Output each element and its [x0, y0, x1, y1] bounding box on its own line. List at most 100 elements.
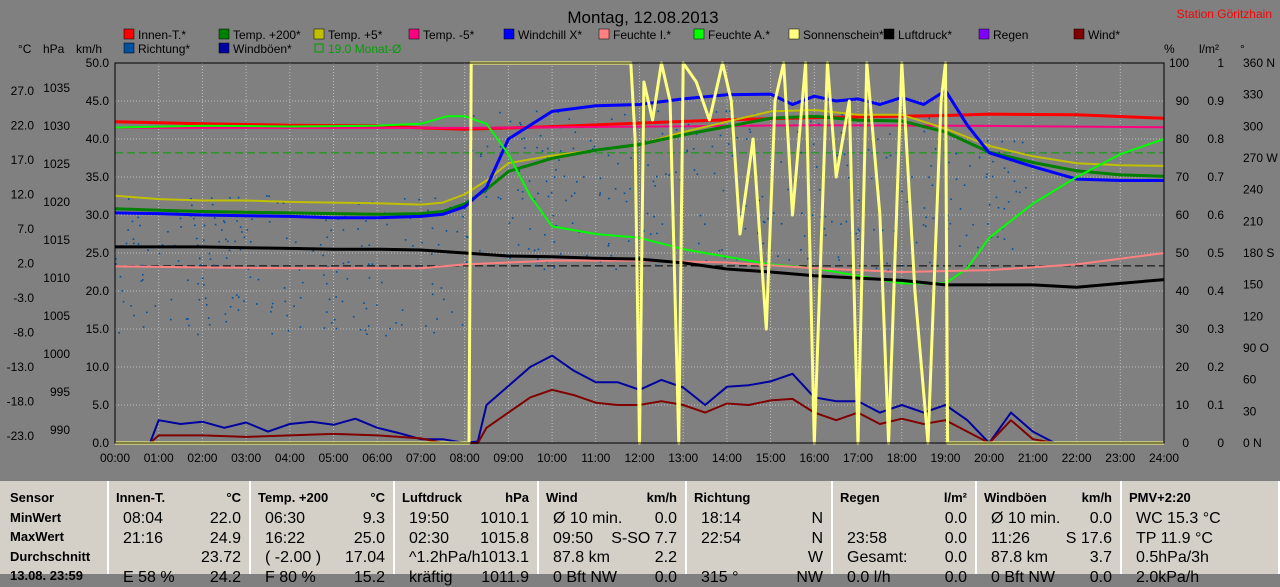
direction-point [367, 325, 370, 327]
direction-point [724, 257, 727, 259]
direction-point [535, 264, 538, 267]
direction-point [234, 240, 236, 243]
direction-point [1003, 207, 1006, 210]
direction-point [888, 133, 891, 135]
cell-max-label: 22:54 [701, 529, 742, 547]
series-sonne [115, 61, 1164, 445]
direction-point [886, 262, 888, 265]
direction-point [225, 257, 228, 259]
direction-point [360, 245, 363, 247]
column-unit: °C [226, 490, 241, 505]
wind-tick: 0.0 [92, 436, 109, 450]
direction-point [198, 298, 201, 301]
direction-point [431, 227, 434, 230]
x-tick: 23:00 [1105, 451, 1135, 465]
cell-last-label: 0 Bft NW [991, 568, 1056, 586]
direction-point [985, 176, 988, 178]
direction-point [485, 196, 488, 198]
direction-point [436, 318, 438, 320]
temp-tick: 12.0 [11, 188, 35, 202]
cell-last-label: F 80 % [265, 568, 316, 586]
direction-point [499, 111, 501, 114]
direction-point [330, 322, 333, 324]
direction-point [998, 151, 1001, 154]
direction-point [497, 196, 500, 199]
direction-point [535, 110, 538, 113]
direction-point [529, 228, 531, 230]
direction-point [286, 237, 288, 240]
direction-point [283, 287, 286, 289]
direction-point [325, 311, 328, 313]
column-name: Wind [546, 490, 578, 505]
legend-entry: Luftdruck* [898, 28, 952, 42]
direction-point [286, 314, 288, 317]
direction-point [445, 230, 448, 232]
direction-point [266, 195, 268, 197]
direction-point [404, 239, 407, 241]
direction-point [132, 242, 135, 245]
direction-point [224, 313, 227, 315]
direction-point [211, 203, 214, 206]
direction-tick: 360 N [1243, 56, 1275, 70]
wind-tick: 35.0 [86, 170, 110, 184]
direction-point [342, 262, 345, 265]
direction-point [558, 159, 560, 162]
direction-point [949, 222, 952, 225]
direction-point [543, 268, 546, 271]
direction-point [831, 220, 833, 223]
direction-point [711, 145, 714, 148]
cell-max-value: S 17.6 [1065, 529, 1112, 547]
table-column-6: Windböen km/h Ø 10 min. 0.0 11:26 S 17.6 87.8 … [977, 481, 1122, 586]
direction-point [456, 230, 459, 233]
pressure-tick: 1015 [43, 233, 70, 247]
direction-point [536, 146, 538, 149]
direction-point [922, 224, 925, 226]
x-tick: 03:00 [231, 451, 261, 465]
temp-tick: 2.0 [17, 257, 34, 271]
pressure-tick: 1005 [43, 309, 70, 323]
direction-point [299, 326, 302, 328]
table-column-3: Wind km/h Ø 10 min. 0.0 09:50 S-SO 7.7 87.8 km… [539, 481, 687, 586]
direction-point [885, 156, 888, 159]
direction-point [466, 236, 469, 239]
direction-point [607, 244, 610, 247]
direction-point [250, 241, 252, 243]
rain-tick: 0 [1217, 436, 1224, 450]
x-tick: 24:00 [1149, 451, 1179, 465]
legend-swatch [503, 28, 515, 40]
direction-point [268, 195, 271, 198]
table-column-5: Regen l/m² 0.0 23:58 0.0 Gesamt: 0.0 0.0 l/h 0.0 [833, 481, 977, 586]
direction-point [257, 278, 260, 281]
direction-point [412, 245, 414, 247]
direction-point [533, 198, 536, 201]
column-name: Luftdruck [402, 490, 462, 505]
cell-min-value: 0.0 [654, 510, 677, 527]
direction-point [713, 172, 716, 175]
direction-point [537, 192, 539, 195]
direction-tick: 60 [1243, 373, 1257, 387]
direction-point [837, 256, 840, 258]
direction-point [524, 147, 526, 149]
direction-point [986, 173, 988, 175]
cell-min-value: 0.0 [944, 510, 967, 527]
direction-point [122, 300, 125, 303]
direction-point [131, 220, 134, 223]
direction-point [721, 249, 723, 251]
direction-point [287, 329, 290, 332]
direction-point [180, 226, 182, 228]
direction-point [220, 229, 223, 231]
direction-point [988, 203, 991, 206]
direction-point [218, 240, 221, 243]
direction-point [965, 234, 968, 237]
direction-point [359, 328, 362, 331]
column-unit: l/m² [943, 490, 967, 505]
direction-point [528, 180, 531, 182]
cell-min-value: 0.0 [1089, 510, 1112, 527]
direction-point [431, 283, 434, 285]
weather-chart: Montag, 12.08.2013 Station Göritzhain °C… [6, 7, 1279, 465]
rain-tick: 0.3 [1207, 322, 1224, 336]
direction-point [179, 217, 182, 220]
series-feuchte_a [114, 115, 1165, 285]
direction-point [140, 280, 143, 282]
temp-tick: -8.0 [13, 326, 34, 340]
